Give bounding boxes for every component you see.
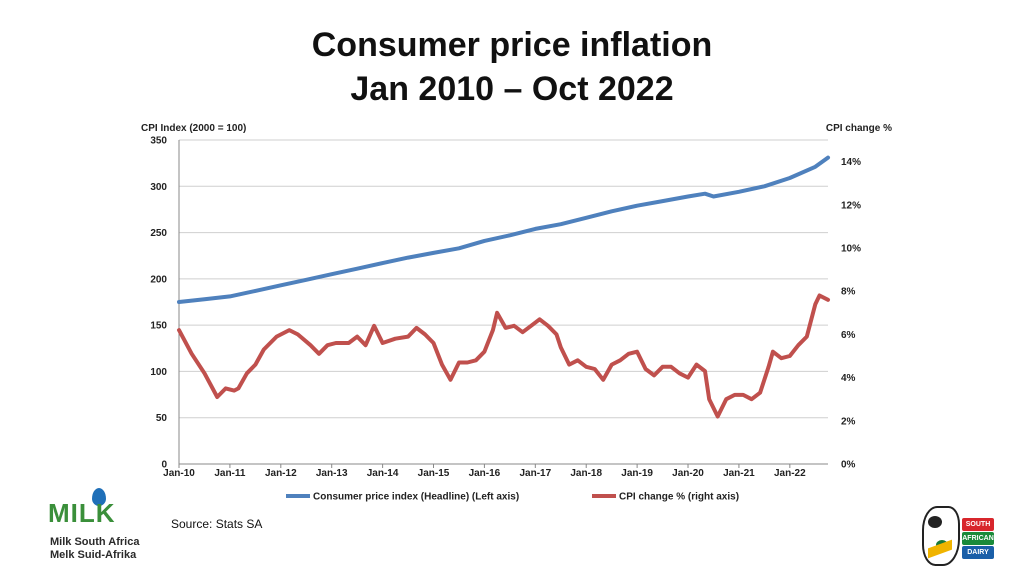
milk-logo-mark: MILK (48, 498, 116, 528)
x-tick-label: Jan-22 (774, 468, 806, 479)
y-left-tick-label: 300 (150, 182, 167, 193)
milk-drop-icon (92, 488, 106, 506)
x-tick-label: Jan-10 (163, 468, 195, 479)
y-left-tick-label: 150 (150, 321, 167, 332)
legend-label-cpi-index: Consumer price index (Headline) (Left ax… (313, 492, 519, 503)
y-right-tick-label: 6% (841, 330, 856, 341)
y-right-tick-label: 2% (841, 416, 856, 427)
y-right-tick-label: 0% (841, 460, 856, 471)
x-tick-label: Jan-11 (214, 468, 246, 479)
y-right-axis-title: CPI change % (826, 123, 892, 134)
cow-spot-icon (928, 516, 942, 528)
y-left-tick-label: 350 (150, 136, 167, 147)
y-left-tick-label: 100 (150, 367, 167, 378)
x-tick-label: Jan-21 (723, 468, 755, 479)
y-right-tick-label: 14% (841, 157, 861, 168)
logo-tag-african: AFRICAN (962, 532, 994, 545)
x-tick-label: Jan-18 (570, 468, 602, 479)
milk-south-africa-logo: MILK Milk South Africa Melk Suid-Afrika (46, 488, 158, 568)
x-tick-label: Jan-14 (367, 468, 399, 479)
y-left-tick-label: 200 (150, 274, 167, 285)
series-line-cpi-change (177, 293, 830, 419)
y-right-tick-label: 4% (841, 373, 856, 384)
logo-tag-south: SOUTH (962, 518, 994, 531)
x-tick-label: Jan-12 (265, 468, 297, 479)
y-left-tick-label: 50 (156, 413, 168, 424)
y-left-axis-title: CPI Index (2000 = 100) (141, 123, 246, 134)
y-right-tick-label: 8% (841, 287, 856, 298)
y-right-tick-label: 10% (841, 244, 861, 255)
x-tick-label: Jan-16 (469, 468, 501, 479)
y-left-tick-label: 0 (161, 460, 167, 471)
x-tick-label: Jan-17 (519, 468, 551, 479)
y-right-tick-label: 12% (841, 200, 861, 211)
y-left-tick-label: 250 (150, 228, 167, 239)
logo-tag-dairy: DAIRY (962, 546, 994, 559)
south-african-dairy-logo: SOUTH AFRICAN DAIRY (918, 500, 996, 570)
legend-label-cpi-change: CPI change % (right axis) (619, 492, 739, 503)
x-tick-label: Jan-13 (316, 468, 348, 479)
x-tick-label: Jan-19 (621, 468, 653, 479)
logo-name-english: Milk South Africa (50, 536, 140, 548)
page-title-line2: Jan 2010 – Oct 2022 (350, 70, 674, 108)
series-line-cpi-index (177, 155, 830, 304)
source-note: Source: Stats SA (171, 517, 263, 531)
page-title-line1: Consumer price inflation (311, 26, 713, 64)
x-tick-label: Jan-20 (672, 468, 704, 479)
x-tick-label: Jan-15 (418, 468, 450, 479)
logo-name-afrikaans: Melk Suid-Afrika (50, 549, 137, 561)
